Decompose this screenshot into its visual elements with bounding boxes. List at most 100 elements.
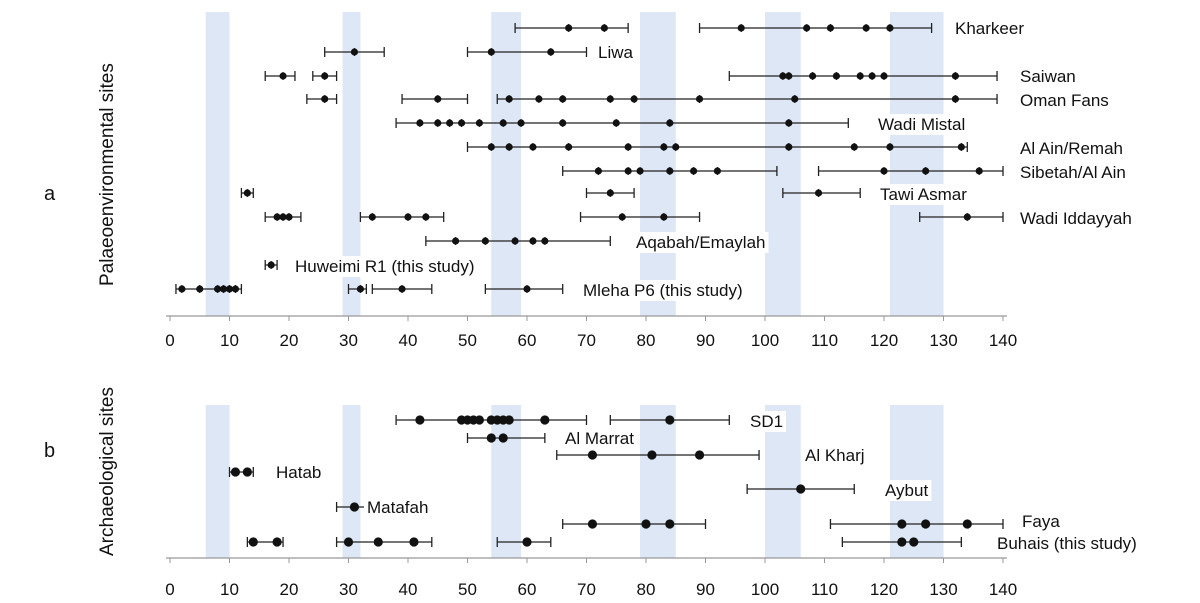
age-point (487, 48, 495, 56)
x-tick-label: 50 (458, 331, 477, 350)
shaded-band (342, 405, 361, 558)
age-point (962, 519, 972, 529)
age-point (665, 519, 675, 529)
age-point (535, 95, 543, 103)
age-point (850, 143, 858, 151)
series-label-bg (882, 480, 932, 501)
x-tick-label: 120 (870, 580, 898, 599)
series-label-bg (364, 497, 432, 518)
series-label-bg (994, 533, 1140, 554)
age-point (957, 143, 965, 151)
series-label-bg (1017, 90, 1112, 111)
age-point (486, 433, 496, 443)
x-tick-label: 10 (220, 331, 239, 350)
age-point (517, 119, 525, 127)
age-point (713, 167, 722, 175)
age-point (559, 119, 567, 127)
series-label-bg (273, 462, 325, 483)
age-point (434, 119, 442, 127)
x-tick-label: 130 (929, 331, 957, 350)
shaded-band (765, 12, 801, 316)
age-point (951, 72, 960, 80)
age-point (196, 285, 204, 293)
age-point (368, 213, 376, 221)
age-point (618, 213, 626, 221)
age-point (373, 537, 383, 547)
age-point (695, 95, 704, 103)
age-point (880, 167, 888, 175)
age-point (529, 237, 537, 245)
series-label-bg (875, 114, 969, 135)
shaded-band (205, 12, 230, 316)
age-point (672, 143, 680, 151)
x-tick-label: 70 (577, 580, 596, 599)
age-point (505, 143, 513, 151)
age-point (498, 433, 508, 443)
series-label: Huweimi R1 (this study) (295, 257, 475, 276)
x-tick-label: 140 (989, 331, 1017, 350)
age-point (248, 537, 258, 547)
shaded-band (342, 12, 361, 316)
age-point (523, 285, 531, 293)
x-tick-label: 40 (399, 331, 418, 350)
age-point (660, 213, 668, 221)
x-tick-label: 110 (811, 331, 838, 350)
series-label: SD1 (750, 412, 783, 431)
age-point (434, 95, 442, 103)
age-point (624, 167, 632, 175)
x-tick-label: 100 (751, 580, 779, 599)
age-point (587, 519, 598, 529)
age-point (343, 537, 354, 547)
panel-a-ylabel: Palaeoenvironmental sites (97, 63, 118, 286)
age-point (886, 24, 894, 32)
age-point (356, 285, 364, 293)
x-tick-label: 100 (751, 331, 779, 350)
age-point (243, 189, 251, 197)
series-label-bg (1017, 208, 1135, 229)
age-point (504, 415, 514, 425)
age-point (909, 537, 919, 547)
shaded-band (640, 12, 676, 316)
age-point (481, 237, 489, 245)
series-label-bg (877, 184, 971, 205)
age-point (587, 450, 598, 460)
age-point (475, 119, 483, 127)
series-label-bg (580, 280, 746, 301)
age-point (505, 95, 513, 103)
age-point (547, 48, 555, 56)
age-point (214, 285, 222, 293)
age-point (321, 72, 329, 80)
series-label: Buhais (this study) (997, 534, 1137, 553)
series-label: Sibetah/Al Ain (1020, 163, 1126, 182)
age-point (415, 415, 425, 425)
age-point (624, 143, 632, 151)
age-point (231, 285, 240, 293)
x-tick-label: 0 (165, 580, 174, 599)
age-point (349, 502, 360, 512)
age-point (832, 72, 841, 80)
age-point (409, 537, 419, 547)
series-label: Al Ain/Remah (1020, 139, 1123, 158)
age-point (897, 519, 907, 529)
age-point (522, 537, 532, 547)
x-tick-label: 40 (399, 580, 418, 599)
series-label-bg (1017, 162, 1129, 183)
series-label: Al Kharj (805, 446, 865, 465)
age-point (666, 119, 674, 127)
shaded-band (491, 12, 522, 316)
series-label-bg (1019, 511, 1064, 532)
age-point (511, 237, 519, 245)
series-label: Aybut (885, 481, 928, 500)
shaded-band (205, 405, 230, 558)
age-point (452, 237, 460, 245)
age-point (594, 167, 603, 175)
x-tick-label: 20 (280, 331, 299, 350)
shaded-band (640, 405, 676, 558)
x-tick-label: 0 (165, 331, 174, 350)
series-label: Wadi Mistal (878, 115, 965, 134)
age-point (690, 167, 698, 175)
age-point (487, 143, 495, 151)
x-tick-label: 80 (637, 580, 656, 599)
x-tick-label: 20 (280, 580, 299, 599)
